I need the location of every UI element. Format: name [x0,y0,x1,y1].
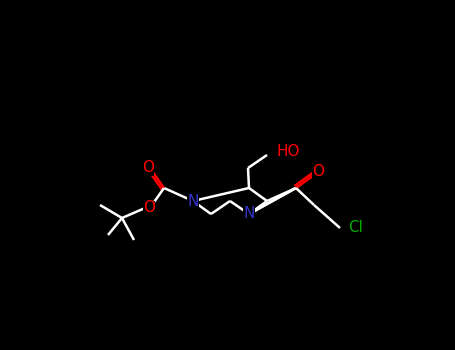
Text: O: O [143,201,155,216]
Text: Cl: Cl [348,220,363,236]
Text: N: N [187,194,199,209]
Text: O: O [142,161,154,175]
Text: HO: HO [277,145,300,160]
Text: O: O [312,164,324,180]
Text: N: N [243,206,255,222]
